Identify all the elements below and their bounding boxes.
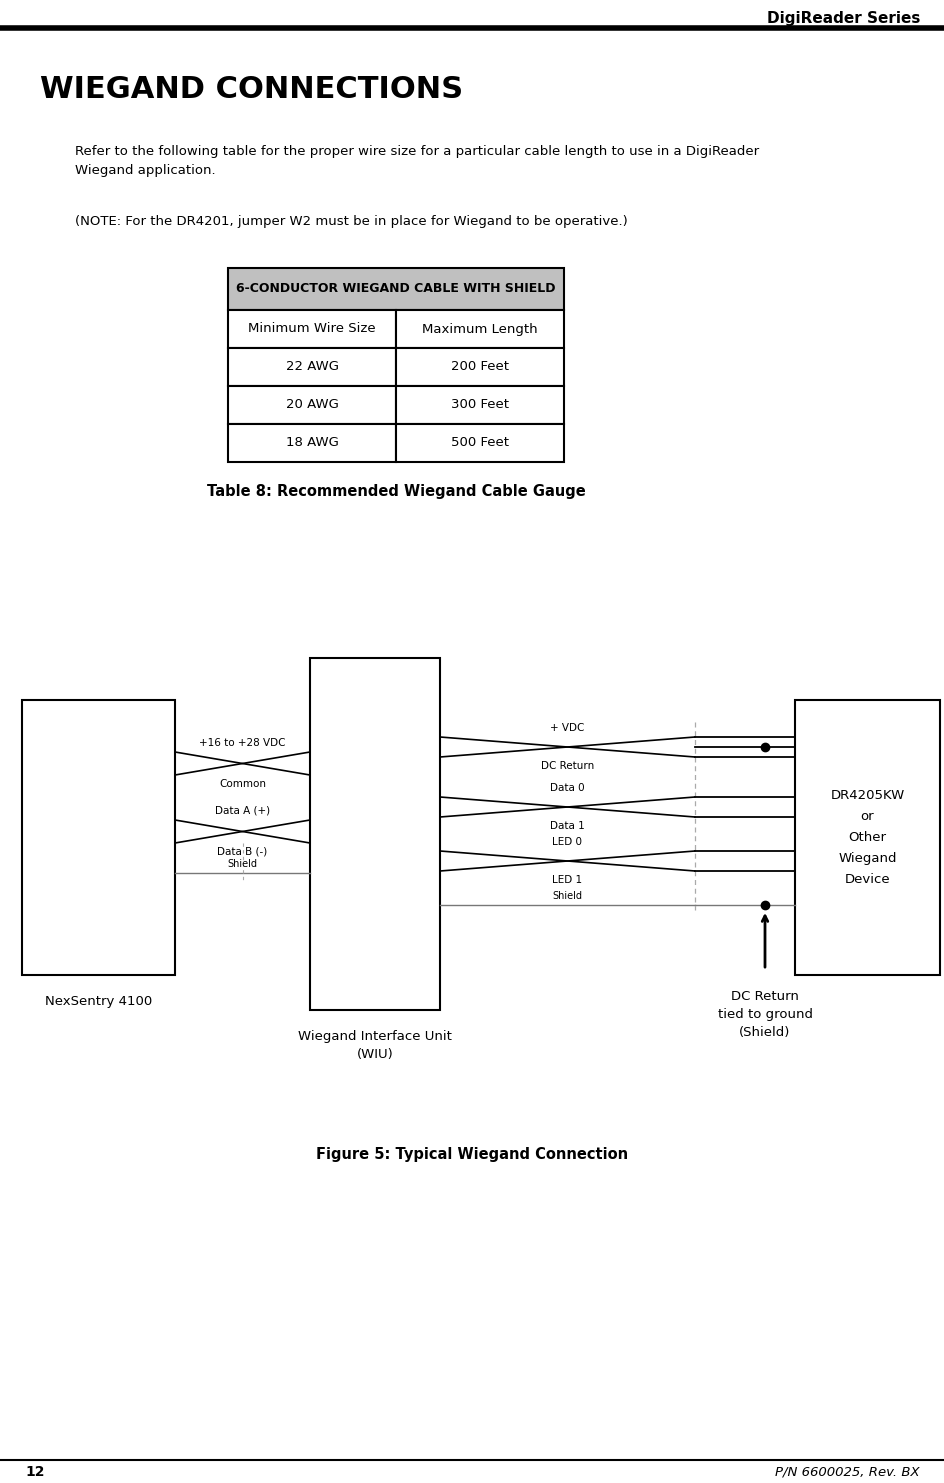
Text: Refer to the following table for the proper wire size for a particular cable len: Refer to the following table for the pro… bbox=[75, 145, 758, 176]
Text: DC Return: DC Return bbox=[540, 761, 594, 771]
Text: 6-CONDUCTOR WIEGAND CABLE WITH SHIELD: 6-CONDUCTOR WIEGAND CABLE WITH SHIELD bbox=[236, 282, 555, 295]
Text: Data A (+): Data A (+) bbox=[214, 805, 270, 816]
Bar bbox=[396, 349, 564, 386]
Text: LED 0: LED 0 bbox=[552, 836, 582, 847]
Text: 22 AWG: 22 AWG bbox=[285, 360, 338, 374]
Text: Common: Common bbox=[219, 779, 265, 789]
Text: LED 1: LED 1 bbox=[552, 875, 582, 885]
Text: 300 Feet: 300 Feet bbox=[450, 399, 509, 411]
Text: 200 Feet: 200 Feet bbox=[450, 360, 509, 374]
Bar bbox=[310, 658, 440, 1010]
Text: 18 AWG: 18 AWG bbox=[285, 436, 338, 449]
Text: +16 to +28 VDC: +16 to +28 VDC bbox=[199, 739, 285, 747]
Text: DC Return
tied to ground
(Shield): DC Return tied to ground (Shield) bbox=[716, 991, 812, 1040]
Text: Shield: Shield bbox=[552, 891, 582, 902]
Bar bbox=[22, 700, 175, 974]
Text: DigiReader Series: DigiReader Series bbox=[766, 10, 919, 25]
Bar bbox=[396, 424, 564, 463]
Text: DR4205KW
or
Other
Wiegand
Device: DR4205KW or Other Wiegand Device bbox=[830, 789, 903, 885]
Text: Wiegand Interface Unit
(WIU): Wiegand Interface Unit (WIU) bbox=[297, 1031, 451, 1060]
Bar bbox=[396, 386, 564, 424]
Text: (NOTE: For the DR4201, jumper W2 must be in place for Wiegand to be operative.): (NOTE: For the DR4201, jumper W2 must be… bbox=[75, 215, 627, 228]
Bar bbox=[228, 310, 396, 349]
Bar bbox=[228, 386, 396, 424]
Text: Maximum Length: Maximum Length bbox=[422, 322, 537, 335]
Bar bbox=[396, 310, 564, 349]
Bar bbox=[228, 349, 396, 386]
Text: P/N 6600025, Rev. BX: P/N 6600025, Rev. BX bbox=[775, 1465, 919, 1479]
Text: 12: 12 bbox=[25, 1465, 44, 1479]
Text: 500 Feet: 500 Feet bbox=[450, 436, 509, 449]
Text: 20 AWG: 20 AWG bbox=[285, 399, 338, 411]
Text: WIEGAND CONNECTIONS: WIEGAND CONNECTIONS bbox=[40, 76, 463, 104]
Text: Table 8: Recommended Wiegand Cable Gauge: Table 8: Recommended Wiegand Cable Gauge bbox=[207, 485, 584, 500]
Text: Minimum Wire Size: Minimum Wire Size bbox=[248, 322, 376, 335]
Text: NexSentry 4100: NexSentry 4100 bbox=[44, 995, 152, 1008]
Text: Shield: Shield bbox=[228, 859, 257, 869]
Text: Data 0: Data 0 bbox=[549, 783, 584, 793]
Bar bbox=[228, 424, 396, 463]
Text: Data 1: Data 1 bbox=[549, 822, 584, 830]
Bar bbox=[794, 700, 939, 974]
Text: Figure 5: Typical Wiegand Connection: Figure 5: Typical Wiegand Connection bbox=[315, 1148, 628, 1163]
Text: Data B (-): Data B (-) bbox=[217, 847, 267, 857]
Bar bbox=[228, 268, 564, 310]
Text: + VDC: + VDC bbox=[549, 724, 584, 733]
